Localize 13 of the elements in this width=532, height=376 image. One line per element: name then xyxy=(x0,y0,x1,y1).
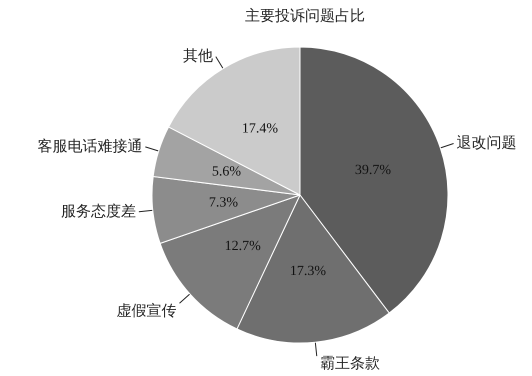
slice-label: 退改问题 xyxy=(456,134,517,152)
data-label: 7.3% xyxy=(208,195,238,210)
chart-title: 主要投诉问题占比 xyxy=(245,8,365,24)
data-label: 5.6% xyxy=(212,164,242,180)
data-label: 39.7% xyxy=(354,163,392,178)
slice-label: 霸王条款 xyxy=(320,355,380,372)
slice-label: 虚假宣传 xyxy=(116,302,176,320)
slice-label: 其他 xyxy=(182,48,213,65)
data-label: 17.3% xyxy=(290,264,326,280)
data-label: 12.7% xyxy=(224,238,262,254)
slice-label: 服务态度差 xyxy=(60,202,136,220)
data-label: 17.4% xyxy=(242,122,278,137)
slice-label: 客服电话难接通 xyxy=(37,138,142,155)
